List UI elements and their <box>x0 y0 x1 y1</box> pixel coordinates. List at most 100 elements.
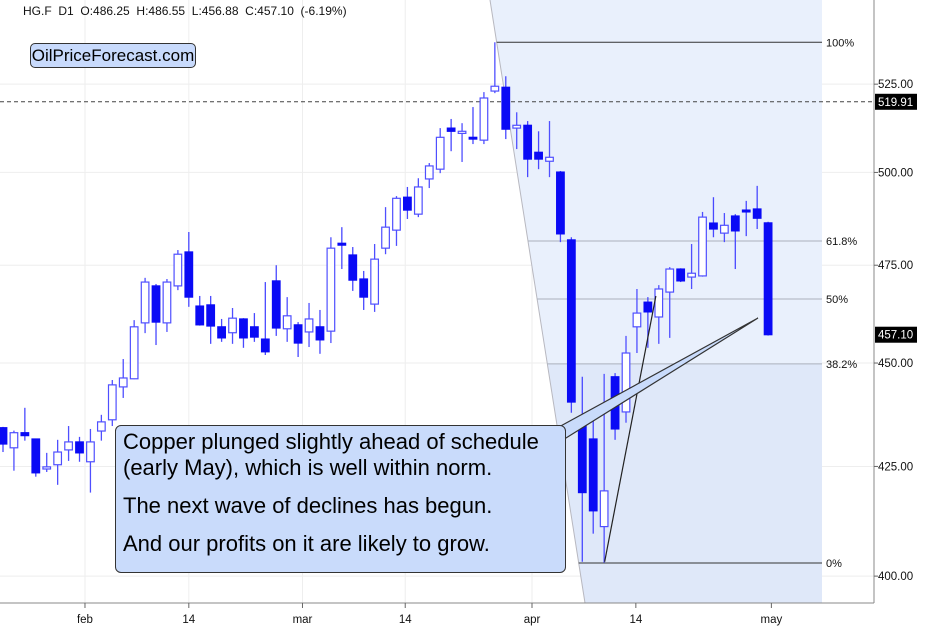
candle <box>392 196 401 246</box>
candle-body <box>709 222 718 230</box>
time-tick-label: 14 <box>182 614 195 626</box>
candle-body <box>741 209 751 213</box>
change-value: (-6.19%) <box>300 4 347 18</box>
candle-body <box>282 315 292 330</box>
candle-body <box>239 318 248 339</box>
timeframe: D1 <box>58 4 74 18</box>
low-value: L:456.88 <box>191 4 239 18</box>
candle <box>107 379 117 427</box>
candle <box>162 278 172 332</box>
candle-body <box>359 278 369 298</box>
annotation-box[interactable]: Copper plunged slightly ahead of schedul… <box>115 425 566 573</box>
candle <box>293 322 303 358</box>
candle <box>173 250 183 291</box>
candle-body <box>315 326 325 341</box>
candle <box>501 76 511 140</box>
candle <box>184 232 194 307</box>
candle <box>676 268 686 283</box>
time-tick-label: mar <box>293 614 313 626</box>
fib-level-label: 61.8% <box>826 236 857 248</box>
candle-body <box>588 438 598 512</box>
candle-body <box>118 377 128 388</box>
fib-level-label: 50% <box>826 294 848 306</box>
candle-body <box>107 384 117 421</box>
candle <box>424 163 434 189</box>
time-axis-bg <box>0 603 945 629</box>
candle-body <box>348 254 358 281</box>
candle <box>665 267 675 338</box>
candle-body <box>534 151 543 160</box>
candle <box>326 237 336 344</box>
candle <box>228 307 237 344</box>
candle-body <box>20 432 30 437</box>
candle <box>632 288 642 354</box>
candle-body <box>719 224 729 234</box>
time-tick-label: may <box>761 614 783 626</box>
candle-body <box>337 242 347 246</box>
candle <box>446 118 456 152</box>
price-tick-label: 400.00 <box>878 571 913 583</box>
candle-body <box>392 197 401 231</box>
candle <box>403 186 412 219</box>
candle-body <box>206 304 216 327</box>
candle-body <box>151 285 161 323</box>
candle-body <box>556 171 565 235</box>
price-marker-519-bg <box>875 93 917 110</box>
high-value: H:486.55 <box>136 4 186 18</box>
candle-body <box>75 441 84 454</box>
candle <box>151 283 161 346</box>
candle-body <box>512 124 522 129</box>
candle <box>64 426 73 461</box>
candle <box>381 207 390 255</box>
candle-body <box>566 239 576 403</box>
candle-body <box>479 97 489 141</box>
candle <box>698 211 707 277</box>
candle-body <box>173 253 183 287</box>
candle <box>118 359 128 398</box>
candle-body <box>195 305 205 326</box>
fib-zone-lower-fill <box>547 363 822 603</box>
candle <box>730 214 740 270</box>
candle-body <box>632 312 642 328</box>
trendline[interactable] <box>604 295 657 562</box>
candle-body <box>435 136 445 170</box>
candle-body <box>64 441 73 451</box>
candle-body <box>370 258 380 305</box>
candle-body <box>468 136 478 140</box>
candle-body <box>752 208 762 219</box>
candle-body <box>140 281 150 324</box>
candle-body <box>730 215 740 232</box>
candle <box>752 185 762 230</box>
symbol-ohlc-header: HG.F D1 O:486.25 H:486.55 L:456.88 C:457… <box>23 4 347 18</box>
candle <box>9 430 19 471</box>
last-price-marker-bg <box>875 326 917 343</box>
candle <box>479 92 489 145</box>
annotation-line: And our profits on it are likely to grow… <box>123 531 490 556</box>
candle-body <box>577 423 587 494</box>
candle-body <box>184 251 194 298</box>
fib-level-label: 0% <box>826 558 842 570</box>
candle-body <box>293 324 303 344</box>
candle <box>96 414 106 441</box>
candle <box>42 452 52 472</box>
candle-body <box>698 216 707 277</box>
candle-body <box>501 86 511 130</box>
candle-body <box>0 427 8 445</box>
candle <box>719 213 729 243</box>
candle <box>206 295 216 344</box>
candle <box>31 438 41 477</box>
candle-body <box>381 226 390 249</box>
price-tick-label: 475.00 <box>878 260 913 272</box>
candle <box>53 439 63 485</box>
candle-body <box>643 301 653 313</box>
annotation-line: Copper plunged slightly ahead of schedul… <box>123 429 539 454</box>
candle <box>337 227 347 270</box>
candle <box>271 265 281 336</box>
candle-body <box>162 281 172 324</box>
candle <box>763 221 773 336</box>
candle-body <box>490 85 500 92</box>
candle <box>86 428 95 493</box>
candle-body <box>86 441 95 463</box>
candle-body <box>545 156 554 162</box>
